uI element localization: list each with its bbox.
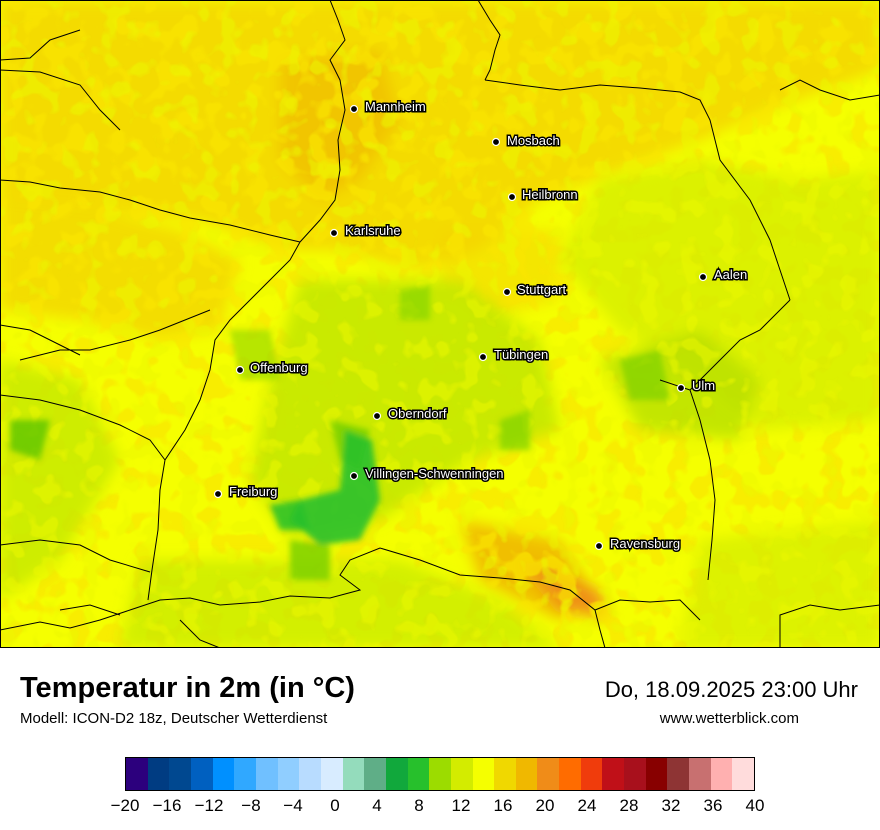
colorbar-segment	[190, 758, 213, 790]
forecast-datetime: Do, 18.09.2025 23:00 Uhr	[604, 677, 858, 702]
city-label: Ravensburg	[610, 536, 680, 551]
city-heilbronn[interactable]: Heilbronn	[507, 186, 579, 204]
model-info: Modell: ICON-D2 18z, Deutscher Wetterdie…	[20, 710, 328, 727]
city-label: Aalen	[714, 267, 747, 282]
colorbar-tick-label: 12	[451, 796, 471, 815]
colorbar-segment	[320, 758, 343, 790]
city-label: Offenburg	[250, 360, 308, 375]
colorbar-segment	[710, 758, 733, 790]
colorbar-tick-label: −16	[152, 796, 182, 815]
colorbar-tick-label: 32	[661, 796, 681, 815]
city-label: Mosbach	[507, 133, 560, 148]
colorbar-segment	[255, 758, 278, 790]
city-label: Stuttgart	[517, 282, 567, 297]
colorbar-segment	[580, 758, 603, 790]
colorbar-segment	[277, 758, 300, 790]
city-aalen[interactable]: Aalen	[698, 266, 749, 284]
colorbar-segment	[732, 758, 755, 790]
city-label: Ulm	[692, 378, 715, 393]
city-freiburg[interactable]: Freiburg	[213, 483, 279, 501]
colorbar-segment	[624, 758, 646, 790]
colorbar-tick-label: −8	[241, 796, 261, 815]
city-karlsruhe[interactable]: Karlsruhe	[329, 222, 402, 240]
city-ulm[interactable]: Ulm	[676, 377, 717, 395]
colorbar-segment	[537, 758, 560, 790]
colorbar-segment	[689, 758, 711, 790]
colorbar-tick-label: 0	[330, 796, 340, 815]
colorbar-tick-label: 4	[372, 796, 382, 815]
colorbar-tick-label: 28	[619, 796, 639, 815]
colorbar-segment	[494, 758, 516, 790]
colorbar-segment	[299, 758, 321, 790]
colorbar-segment	[385, 758, 408, 790]
colorbar-tick-label: −20	[110, 796, 140, 815]
colorbar-segment	[559, 758, 581, 790]
city-stuttgart[interactable]: Stuttgart	[502, 281, 568, 299]
borders	[0, 0, 880, 648]
colorbar-segment	[342, 758, 365, 790]
colorbar-segment	[126, 758, 148, 790]
temperature-map: Mannheim Mosbach Heilbronn Karlsruhe Aal…	[0, 0, 880, 648]
city-villingen-schwenningen[interactable]: Villingen-Schwenningen	[349, 465, 505, 483]
colorbar-tick-label: −4	[283, 796, 303, 815]
colorbar-segment	[169, 758, 191, 790]
website-link[interactable]: www.wetterblick.com	[659, 710, 799, 727]
city-mannheim[interactable]: Mannheim	[349, 98, 427, 116]
city-label: Oberndorf	[388, 406, 447, 421]
colorbar-segment	[515, 758, 538, 790]
city-offenburg[interactable]: Offenburg	[235, 359, 309, 377]
city-label: Heilbronn	[522, 187, 578, 202]
cities: Mannheim Mosbach Heilbronn Karlsruhe Aal…	[213, 98, 749, 553]
temperature-colorbar	[125, 757, 755, 791]
colorbar-segment	[212, 758, 235, 790]
colorbar-segment	[234, 758, 256, 790]
colorbar-segment	[667, 758, 690, 790]
map-title: Temperatur in 2m (in °C)	[20, 672, 355, 704]
colorbar-tick-label: 40	[745, 796, 765, 815]
colorbar-segment	[472, 758, 495, 790]
colorbar-tick-label: 24	[577, 796, 597, 815]
colorbar-tick-label: 16	[493, 796, 513, 815]
colorbar-segment	[602, 758, 625, 790]
city-label: Villingen-Schwenningen	[365, 466, 504, 481]
colorbar-segment	[450, 758, 473, 790]
colorbar-tick-label: 20	[535, 796, 555, 815]
colorbar-ticks: −20 −16 −12 −8 −4 0 4 8 12 16 20 24 28 32 36 40	[111, 796, 765, 818]
city-oberndorf[interactable]: Oberndorf	[372, 405, 448, 423]
colorbar-segment	[407, 758, 430, 790]
colorbar-segment	[645, 758, 668, 790]
city-tuebingen[interactable]: Tübingen	[478, 346, 550, 364]
colorbar-segment	[364, 758, 386, 790]
city-label: Tübingen	[494, 347, 548, 362]
city-label: Karlsruhe	[345, 223, 401, 238]
colorbar-tick-label: 36	[703, 796, 723, 815]
city-label: Mannheim	[365, 99, 426, 114]
city-mosbach[interactable]: Mosbach	[491, 132, 561, 150]
city-ravensburg[interactable]: Ravensburg	[594, 535, 682, 553]
colorbar-segment	[147, 758, 170, 790]
colorbar-tick-label: −12	[194, 796, 224, 815]
colorbar-segment	[429, 758, 451, 790]
city-label: Freiburg	[229, 484, 277, 499]
colorbar-tick-label: 8	[414, 796, 424, 815]
